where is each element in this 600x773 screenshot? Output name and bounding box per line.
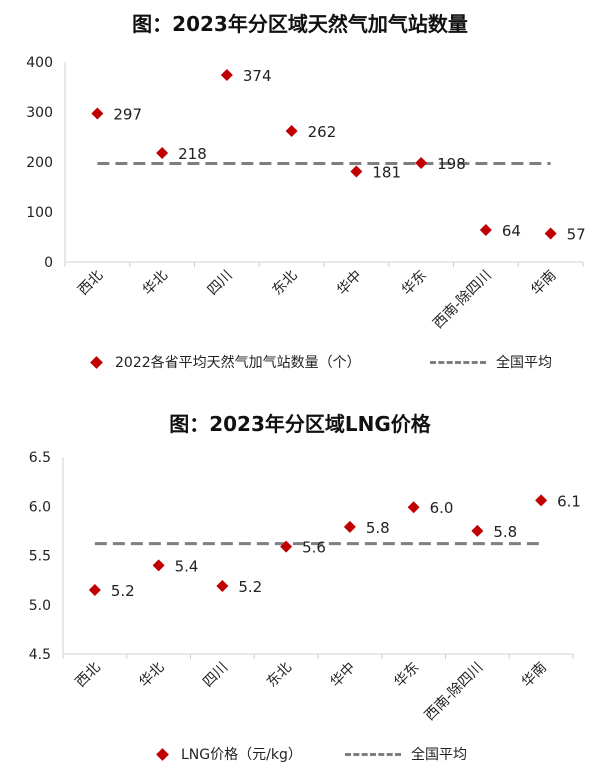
data-point	[91, 107, 104, 120]
data-label: 5.2	[238, 578, 262, 596]
x-tick-label: 华东	[391, 660, 422, 691]
data-point	[343, 520, 356, 533]
data-label: 262	[308, 123, 337, 141]
legend-item-average: 全国平均	[345, 744, 467, 764]
chart-lng-price: 图：2023年分区域LNG价格 4.5 5.0 5.5 6.0 6.5 西北 华北 四川 东北 华…	[0, 400, 600, 773]
x-tick-label: 华东	[399, 268, 430, 299]
data-point	[407, 501, 420, 514]
x-tick-label: 西南-除四川	[422, 660, 486, 724]
legend-label: 全国平均	[496, 355, 552, 371]
y-tick-label: 6.5	[29, 450, 51, 466]
y-tick-label: 6.0	[29, 499, 51, 515]
x-tick-label: 西南-除四川	[430, 268, 494, 332]
dashed-line-icon	[430, 360, 486, 364]
data-label: 198	[437, 155, 466, 173]
data-label: 64	[502, 222, 521, 240]
data-label: 5.4	[175, 557, 199, 575]
chart-title: 图：2023年分区域天然气加气站数量	[132, 12, 468, 36]
dashed-line-icon	[345, 752, 401, 756]
x-tick-label: 西北	[73, 660, 104, 691]
data-point	[479, 224, 492, 236]
data-label: 218	[178, 145, 207, 163]
legend-label: 2022各省平均天然气加气站数量（个）	[115, 355, 361, 371]
legend-label: LNG价格（元/kg）	[181, 747, 302, 763]
chart-title: 图：2023年分区域LNG价格	[169, 412, 431, 436]
legend-item-average: 全国平均	[430, 352, 552, 372]
data-label: 5.2	[111, 582, 135, 600]
y-tick-label: 4.5	[29, 647, 51, 663]
data-point	[535, 494, 548, 507]
diamond-marker-icon	[156, 747, 169, 761]
data-label: 181	[372, 164, 401, 182]
x-tick-label: 西北	[75, 268, 106, 299]
legend-item-series: LNG价格（元/kg）	[156, 744, 302, 764]
x-tick-label: 华北	[136, 660, 167, 691]
x-tick-label: 东北	[269, 268, 300, 299]
x-tick-label: 华北	[140, 268, 171, 299]
data-label: 5.8	[493, 523, 517, 541]
data-label: 5.8	[366, 519, 390, 537]
data-point	[415, 157, 428, 169]
chart-plot: 4.5 5.0 5.5 6.0 6.5 西北 华北 四川 东北 华中 华东 西南-除四川 华南 5.2 5.…	[29, 450, 581, 724]
legend-label: 全国平均	[411, 747, 467, 763]
legend-item-series: 2022各省平均天然气加气站数量（个）	[90, 352, 361, 372]
x-tick-label: 四川	[205, 268, 236, 299]
data-label: 57	[567, 226, 586, 244]
data-label: 5.6	[302, 539, 326, 557]
data-point	[280, 540, 293, 553]
data-point	[156, 147, 169, 159]
data-label: 6.1	[557, 492, 581, 510]
data-label: 297	[113, 106, 142, 124]
data-point	[152, 559, 165, 572]
diamond-marker-icon	[90, 355, 103, 369]
data-point	[350, 165, 363, 178]
x-tick-label: 华南	[528, 268, 559, 299]
x-tick-label: 华中	[328, 660, 359, 691]
data-point	[285, 125, 298, 137]
y-tick-label: 0	[44, 255, 53, 271]
data-point	[220, 69, 233, 81]
y-tick-label: 300	[26, 105, 53, 121]
data-label: 374	[243, 67, 272, 85]
y-tick-label: 5.0	[29, 598, 51, 614]
data-label: 6.0	[430, 499, 454, 517]
x-tick-label: 东北	[264, 660, 295, 691]
data-point	[544, 227, 557, 240]
y-tick-label: 5.5	[29, 549, 51, 565]
chart-plot: 0 100 200 300 400 西北 华北 四川 东北 华中 华东 西南-除四川 华南 297 218 3…	[26, 55, 586, 332]
y-tick-label: 100	[26, 205, 53, 221]
chart-station-count: 图：2023年分区域天然气加气站数量 0 100 200 300 400 西北 华北 四川 东北…	[0, 0, 600, 385]
x-tick-label: 华南	[519, 660, 550, 691]
y-tick-label: 400	[26, 55, 53, 71]
data-point	[216, 580, 229, 593]
data-point	[471, 524, 484, 537]
data-point	[88, 583, 101, 596]
x-tick-label: 华中	[334, 268, 365, 299]
y-tick-label: 200	[26, 155, 53, 171]
x-tick-label: 四川	[200, 660, 231, 691]
